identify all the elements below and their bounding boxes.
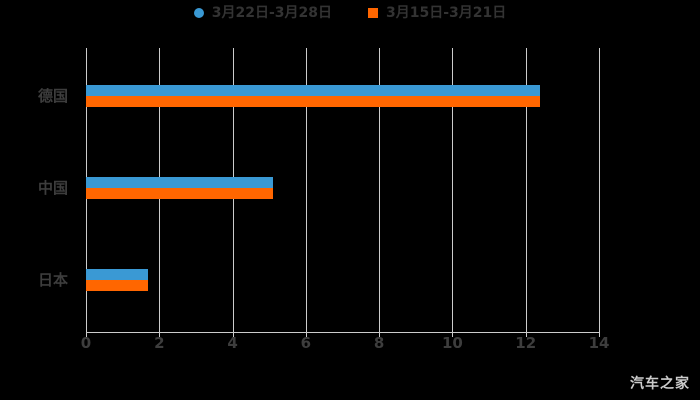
x-axis-tick-label: 12 — [515, 334, 537, 352]
x-axis-tick — [452, 332, 454, 337]
gridline — [452, 48, 454, 332]
x-axis-tick — [86, 332, 87, 337]
y-axis-label: 德国 — [37, 86, 68, 105]
x-axis-tick-label: 4 — [227, 334, 238, 352]
gridline — [379, 48, 381, 332]
x-axis-tick — [379, 332, 381, 337]
x-axis-tick-label: 0 — [80, 334, 92, 352]
legend-square-icon — [368, 8, 378, 18]
gridline — [599, 48, 600, 332]
y-axis-label: 日本 — [37, 270, 68, 289]
legend-label: 3月22日-3月28日 — [211, 5, 332, 21]
legend: 3月22日-3月28日 3月15日-3月21日 — [0, 6, 700, 20]
bar-德国-series2 — [86, 95, 541, 107]
legend-item: 3月15日-3月21日 — [368, 6, 506, 20]
bar-中国-series1 — [86, 176, 273, 188]
legend-item: 3月22日-3月28日 — [193, 5, 332, 21]
x-axis-tick-label: 8 — [373, 334, 385, 352]
x-axis-tick — [525, 332, 527, 337]
x-axis-tick — [232, 332, 234, 337]
legend-label: 3月15日-3月21日 — [386, 5, 507, 21]
x-axis-tick-label: 2 — [154, 334, 165, 352]
x-axis-line — [86, 332, 599, 333]
x-axis-tick-labels: 0 2 4 6 8 10 12 14 — [81, 334, 610, 354]
x-axis-tick — [159, 332, 161, 337]
gridline — [305, 48, 307, 332]
x-axis-tick-label: 10 — [441, 334, 463, 352]
gridline — [525, 48, 527, 332]
bar-德国-series1 — [86, 84, 541, 96]
bar-日本-series1 — [86, 268, 149, 280]
x-axis-tick-label: 6 — [300, 334, 312, 352]
bar-中国-series2 — [86, 187, 273, 199]
legend-circle-icon — [193, 8, 204, 18]
watermark: 汽车之家 — [630, 376, 690, 392]
y-axis-label: 中国 — [37, 178, 68, 197]
x-axis-tick — [305, 332, 307, 337]
bar-日本-series2 — [86, 279, 149, 291]
x-axis-tick — [599, 332, 600, 337]
plot-area — [86, 48, 600, 337]
x-axis-tick-label: 14 — [588, 334, 610, 352]
